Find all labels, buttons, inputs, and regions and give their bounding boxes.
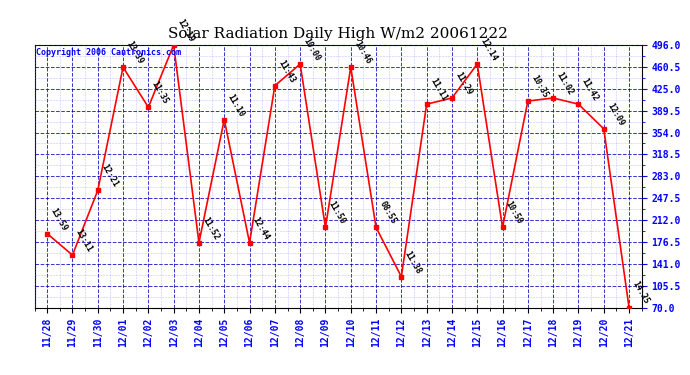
Text: 12:09: 12:09 — [605, 101, 625, 128]
Text: 11:29: 11:29 — [453, 70, 473, 97]
Text: 11:50: 11:50 — [327, 200, 347, 226]
Text: 12:44: 12:44 — [251, 215, 271, 242]
Text: 08:55: 08:55 — [377, 200, 397, 226]
Text: 12:19: 12:19 — [175, 18, 195, 44]
Text: 12:21: 12:21 — [99, 163, 119, 189]
Title: Solar Radiation Daily High W/m2 20061222: Solar Radiation Daily High W/m2 20061222 — [168, 27, 508, 41]
Text: 12:14: 12:14 — [479, 37, 499, 63]
Text: 13:39: 13:39 — [124, 40, 145, 66]
Text: 10:35: 10:35 — [529, 74, 549, 100]
Text: 11:02: 11:02 — [555, 70, 575, 97]
Text: 14:25: 14:25 — [631, 280, 651, 306]
Text: 11:43: 11:43 — [276, 58, 297, 84]
Text: 10:00: 10:00 — [302, 37, 322, 63]
Text: 11:42: 11:42 — [580, 76, 600, 103]
Text: 10:50: 10:50 — [504, 200, 524, 226]
Text: 11:10: 11:10 — [226, 92, 246, 118]
Text: 10:46: 10:46 — [352, 40, 373, 66]
Text: 13:59: 13:59 — [48, 206, 69, 232]
Text: 11:35: 11:35 — [150, 80, 170, 106]
Text: 11:11: 11:11 — [428, 76, 448, 103]
Text: Copyright 2006 Cantronics.com: Copyright 2006 Cantronics.com — [36, 48, 181, 57]
Text: 11:52: 11:52 — [200, 215, 221, 242]
Text: 13:11: 13:11 — [74, 228, 94, 254]
Text: 11:38: 11:38 — [403, 249, 423, 275]
